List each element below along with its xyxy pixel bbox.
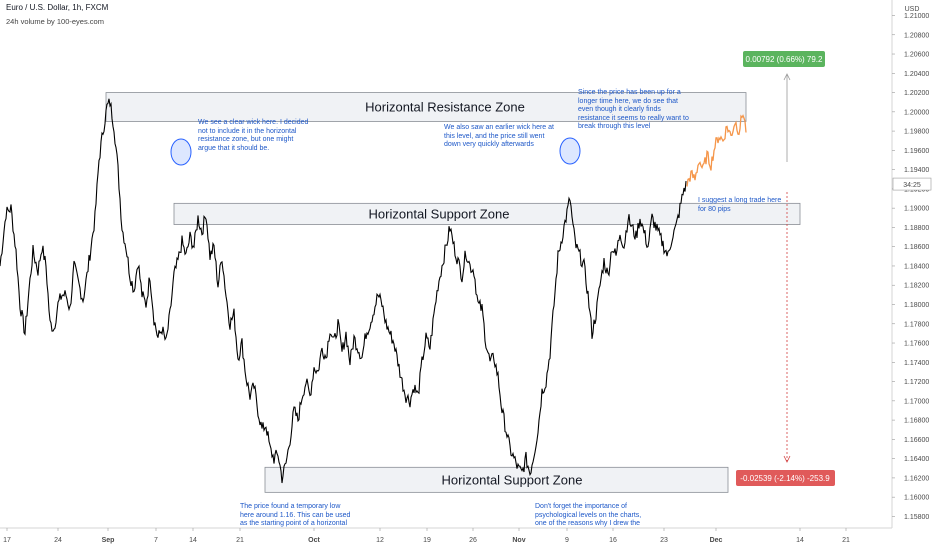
y-tick-label: 1.17200 [904,379,929,386]
x-tick-label: Dec [710,537,723,544]
y-tick-label: 1.18800 [904,225,929,232]
y-tick-label: 1.19800 [904,129,929,136]
y-tick-label: 1.15800 [904,514,929,521]
y-tick-label: 1.17800 [904,321,929,328]
y-tick-label: 1.16800 [904,418,929,425]
y-tick-label: 1.20200 [904,90,929,97]
measure-tool-layer: 0.00792 (0.66%) 79.2 -0.02539 (-2.14%) -2… [736,51,835,486]
instrument-title: Euro / U.S. Dollar, 1h, FXCM [6,3,109,12]
x-tick-label: 26 [469,537,477,544]
note-wick-left: We see a clear wick here. I decided not … [198,119,309,152]
y-tick-label: 1.18200 [904,283,929,290]
wick-circle [170,138,192,166]
y-tick-label: 1.16600 [904,437,929,444]
x-tick-label: 14 [189,537,197,544]
wick-circles-layer [170,137,581,166]
x-axis: 17 24 Sep 7 14 21 Oct 12 19 26 Nov 9 16 23 Dec 14 21 [0,527,892,544]
gain-arrowhead [783,73,791,81]
projection-line [686,114,747,187]
last-price-tag [892,177,932,191]
x-tick-label: 12 [376,537,384,544]
y-tick-label: 1.21000 [904,13,929,20]
y-tick-label: 1.19000 [904,206,929,213]
y-tick-label: 1.19400 [904,167,929,174]
y-tick-label: 1.17600 [904,341,929,348]
zone-label: Horizontal Resistance Zone [365,100,525,115]
y-tick-label: 1.19600 [904,148,929,155]
x-tick-label: 7 [154,537,158,544]
last-price-time: 34:25 [903,182,921,189]
loss-badge [736,470,835,486]
y-tick-label: 1.18400 [904,263,929,270]
zone-rect [173,202,801,225]
zone-rect [105,92,747,122]
y-tick-label: 1.17400 [904,360,929,367]
currency-label: USD [905,6,920,13]
zones-layer: Horizontal Resistance Zone Horizontal Sup… [105,92,801,493]
wick-circle [559,137,581,165]
y-tick-label: 1.17000 [904,398,929,405]
price-series-layer [0,98,747,484]
note-resistance: Since the price has been up for a longer… [578,89,689,131]
x-tick-label: 21 [236,537,244,544]
gain-badge-label: 0.00792 (0.66%) 79.2 [746,55,823,64]
x-tick-label: 21 [842,537,850,544]
note-low: The price found a temporary low here aro… [240,503,351,528]
x-tick-label: 24 [54,537,62,544]
y-tick-label: 1.16000 [904,495,929,502]
y-tick-label: 1.16400 [904,456,929,463]
y-tick-label: 1.20000 [904,109,929,116]
x-tick-label: 16 [609,537,617,544]
y-tick-label: 1.18600 [904,244,929,251]
gain-badge [743,51,825,67]
y-tick-label: 1.16200 [904,475,929,482]
y-axis-bg [892,0,932,528]
x-tick-label: 23 [660,537,668,544]
zone-label: Horizontal Support Zone [369,206,510,221]
note-wick-mid: We also saw an earlier wick here at this… [444,124,554,149]
x-tick-label: 9 [565,537,569,544]
x-tick-label: 17 [3,537,11,544]
note-trade: I suggest a long trade here for 80 pips [698,197,782,213]
zone-rect [264,466,729,493]
loss-badge-label: -0.02539 (-2.14%) -253.9 [740,474,830,483]
note-psych: Don't forget the importance of psycholog… [535,503,642,528]
loss-arrowhead [783,455,791,463]
y-tick-label: 1.20600 [904,52,929,59]
zone-label: Horizontal Support Zone [442,472,583,487]
indicator-label: 24h volume by 100-eyes.com [6,17,104,26]
x-tick-label: Sep [102,537,115,544]
x-tick-label: Nov [512,537,525,544]
y-tick-label: 1.20800 [904,32,929,39]
price-line [0,98,687,484]
y-tick-label: 1.20400 [904,71,929,78]
x-tick-label: 19 [423,537,431,544]
x-tick-label: 14 [796,537,804,544]
y-tick-label: 1.18000 [904,302,929,309]
x-tick-label: Oct [308,537,320,544]
